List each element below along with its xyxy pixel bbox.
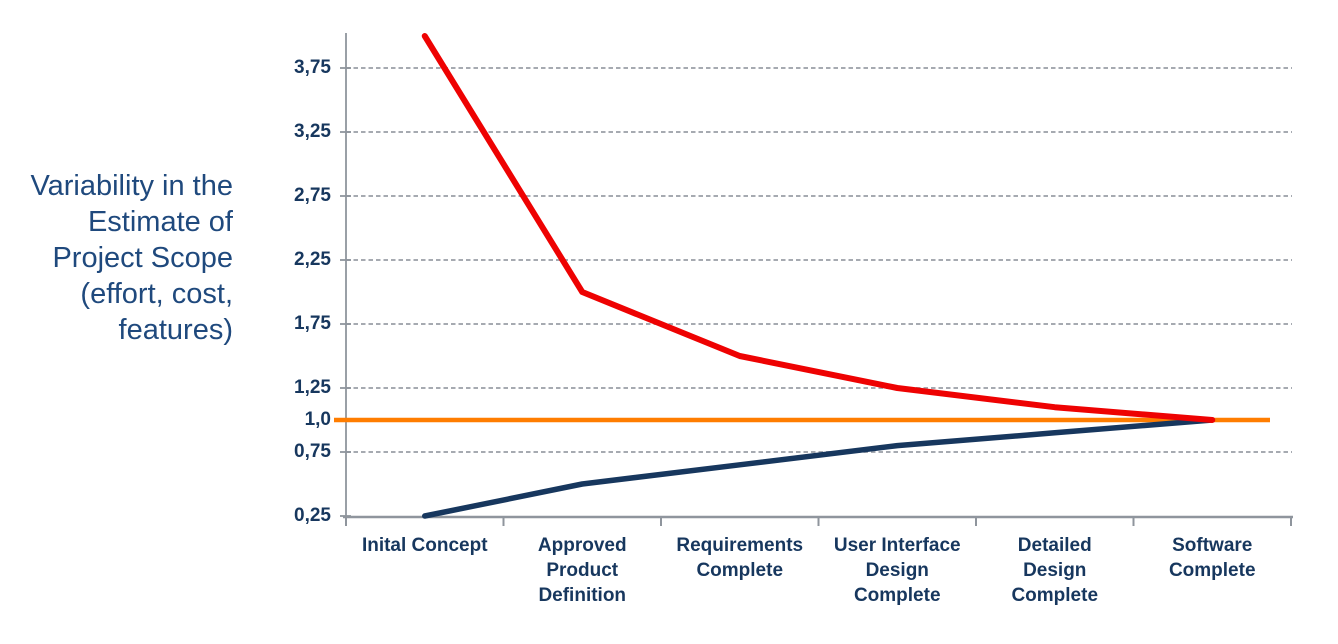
x-category-label: Inital Concept bbox=[361, 535, 488, 556]
lower-estimate-bound-line bbox=[422, 417, 1215, 519]
y-tick-label: 0,75 bbox=[294, 441, 331, 462]
y-tick-label: 1,25 bbox=[294, 377, 331, 398]
x-category-label: User Interface Design Complete bbox=[833, 535, 961, 606]
y-tick-label: 2,75 bbox=[294, 185, 331, 206]
y-tick-label: 3,25 bbox=[294, 121, 331, 142]
x-category-label: Detailed Design Complete bbox=[1011, 535, 1099, 606]
y-tick-label: 1,75 bbox=[294, 313, 331, 334]
y-tick-label: 2,25 bbox=[294, 249, 331, 270]
y-tick-label: 0,25 bbox=[294, 505, 331, 526]
x-category-label: Requirements Complete bbox=[676, 535, 804, 581]
upper-estimate-bound-line bbox=[421, 33, 1216, 423]
y-tick-label: 3,75 bbox=[294, 57, 331, 78]
y-tick-label: 1,0 bbox=[304, 409, 331, 430]
x-category-label: Software Complete bbox=[1168, 535, 1256, 581]
x-category-label: Approved Product Definition bbox=[537, 535, 627, 606]
y-axis-title: Variability in the Estimate of Project S… bbox=[30, 170, 233, 346]
